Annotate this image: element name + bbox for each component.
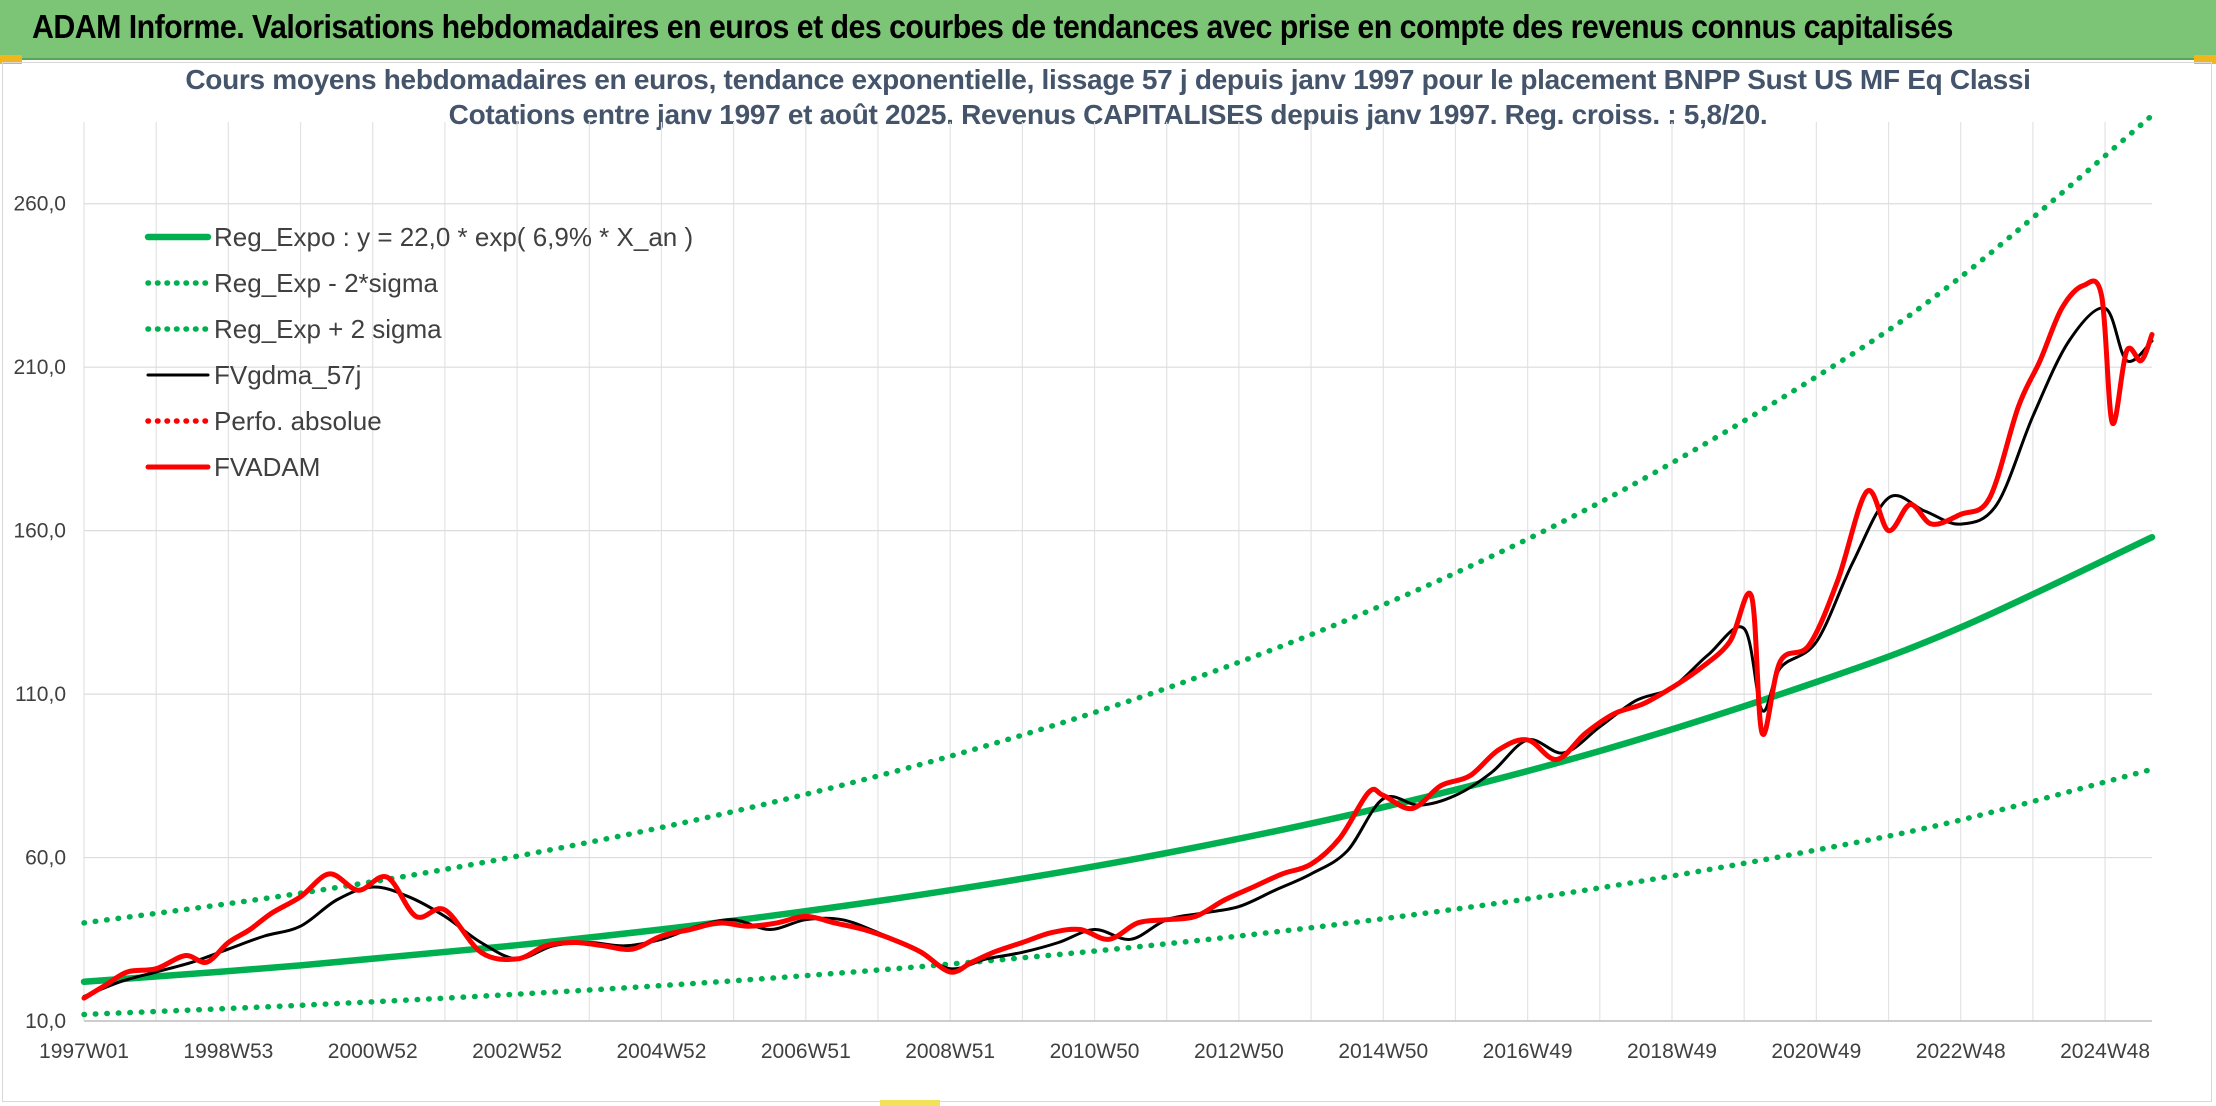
x-tick-label: 2012W50 (1194, 1040, 1284, 1063)
y-tick-label: 160,0 (13, 520, 66, 543)
chart-subtitle: Cotations entre janv 1997 et août 2025. … (448, 99, 1768, 130)
x-tick-label: 2016W49 (1483, 1040, 1573, 1063)
report-banner: ADAM Informe. Valorisations hebdomadaire… (0, 0, 2216, 60)
x-tick-label: 2004W52 (616, 1040, 706, 1063)
legend-label: Reg_Expo : y = 22,0 * exp( 6,9% * X_an ) (214, 222, 693, 252)
x-tick-label: 2018W49 (1627, 1040, 1717, 1063)
y-tick-label: 60,0 (25, 847, 66, 870)
x-tick-label: 2014W50 (1338, 1040, 1428, 1063)
y-tick-label: 210,0 (13, 356, 66, 379)
legend-label: FVADAM (214, 452, 320, 482)
report-title: ADAM Informe. Valorisations hebdomadaire… (32, 8, 1953, 45)
chart-title: Cours moyens hebdomadaires en euros, ten… (185, 64, 2031, 95)
legend-label: FVgdma_57j (214, 360, 361, 390)
bottom-accent (880, 1100, 940, 1106)
series-line-fvadam (81, 278, 2155, 1001)
x-tick-label: 2010W50 (1050, 1040, 1140, 1063)
x-tick-label: 2008W51 (905, 1040, 995, 1063)
x-tick-label: 2020W49 (1771, 1040, 1861, 1063)
x-tick-label: 1997W01 (39, 1040, 129, 1063)
x-tick-label: 2000W52 (328, 1040, 418, 1063)
x-tick-label: 2022W48 (1916, 1040, 2006, 1063)
corner-accent-left (0, 55, 22, 64)
series-line-reg-exp-2-sigma (81, 112, 2155, 926)
legend-label: Reg_Exp - 2*sigma (214, 268, 439, 298)
x-tick-label: 2002W52 (472, 1040, 562, 1063)
y-tick-label: 260,0 (13, 193, 66, 216)
legend-label: Perfo. absolue (214, 406, 382, 436)
chart-frame (2, 62, 2212, 1102)
y-tick-label: 10,0 (25, 1010, 66, 1033)
x-tick-label: 1998W53 (183, 1040, 273, 1063)
series-line-reg-expo-y-22-0-exp-6-9-x-an (80, 533, 2156, 986)
legend-label: Reg_Exp + 2 sigma (214, 314, 442, 344)
corner-accent-right (2194, 55, 2216, 64)
x-tick-label: 2006W51 (761, 1040, 851, 1063)
x-tick-label: 2024W48 (2060, 1040, 2150, 1063)
y-tick-label: 110,0 (15, 683, 66, 706)
series-line-fvgdma-57j (82, 306, 2154, 998)
